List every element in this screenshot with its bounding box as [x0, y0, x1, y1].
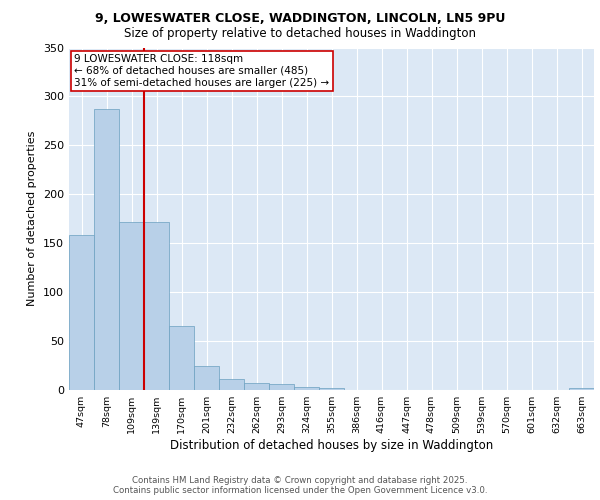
Bar [169, 326, 194, 390]
Text: Contains HM Land Registry data © Crown copyright and database right 2025.
Contai: Contains HM Land Registry data © Crown c… [113, 476, 487, 495]
Bar [94, 109, 119, 390]
Bar [244, 383, 269, 390]
Text: 9, LOWESWATER CLOSE, WADDINGTON, LINCOLN, LN5 9PU: 9, LOWESWATER CLOSE, WADDINGTON, LINCOLN… [95, 12, 505, 26]
Bar [219, 379, 244, 390]
Bar [119, 222, 144, 390]
Text: 9 LOWESWATER CLOSE: 118sqm
← 68% of detached houses are smaller (485)
31% of sem: 9 LOWESWATER CLOSE: 118sqm ← 68% of deta… [74, 54, 329, 88]
Bar [319, 388, 344, 390]
Bar [294, 387, 319, 390]
Text: Size of property relative to detached houses in Waddington: Size of property relative to detached ho… [124, 28, 476, 40]
Bar [144, 222, 169, 390]
Bar [269, 384, 294, 390]
Bar [69, 236, 94, 390]
Bar [569, 388, 594, 390]
Bar [194, 366, 219, 390]
X-axis label: Distribution of detached houses by size in Waddington: Distribution of detached houses by size … [170, 439, 493, 452]
Y-axis label: Number of detached properties: Number of detached properties [28, 131, 37, 306]
